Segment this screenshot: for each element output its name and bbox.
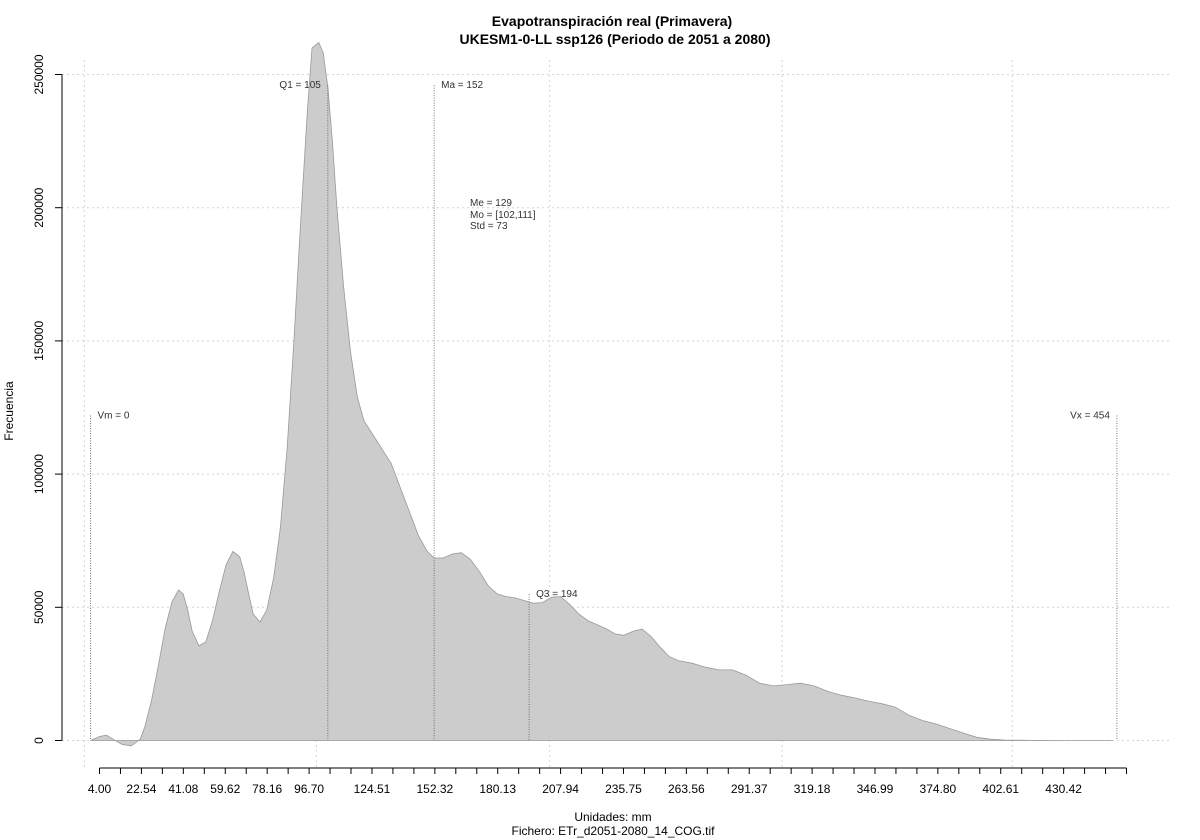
x-tick-label: 402.61 (982, 782, 1019, 796)
x-tick-label: 22.54 (126, 782, 156, 796)
x-tick-label: 180.13 (479, 782, 516, 796)
stat-line-label: Ma = 152 (441, 80, 483, 91)
x-tick-label: 96.70 (294, 782, 324, 796)
stat-lines: Vm = 0 Q1 = 105 Ma = 152 Q3 = 194 Vx = 454 (90, 80, 1118, 741)
y-axis-label: Frecuencia (2, 381, 16, 441)
x-tick-label: 319.18 (794, 782, 831, 796)
x-tick-label: 41.08 (168, 782, 198, 796)
stat-line-label: Q1 = 105 (279, 80, 321, 91)
y-tick-label: 250000 (32, 54, 46, 94)
stat-median: Me = 129 (470, 198, 512, 209)
stat-line-label: Vm = 0 (97, 410, 129, 421)
x-tick-label: 263.56 (668, 782, 705, 796)
y-tick-label: 200000 (32, 187, 46, 227)
density-area (90, 41, 1113, 747)
chart-subtitle: UKESM1-0-LL ssp126 (Periodo de 2051 a 20… (460, 31, 771, 47)
x-tick-label: 59.62 (210, 782, 240, 796)
x-tick-label: 430.42 (1045, 782, 1082, 796)
x-axis-label: Unidades: mm (574, 810, 651, 824)
chart-text: Evapotranspiración real (Primavera) UKES… (2, 13, 770, 838)
density-fill (90, 41, 1113, 747)
y-tick-label: 50000 (32, 590, 46, 624)
axes: 0 50000 100000 150000 200000 250000 4.00 22.54 4… (32, 54, 1127, 796)
footer-filename: Fichero: ETr_d2051-2080_14_COG.tif (512, 824, 716, 838)
y-tick-label: 0 (32, 737, 46, 744)
x-tick-label: 78.16 (252, 782, 282, 796)
x-tick-label: 207.94 (542, 782, 579, 796)
y-tick-label: 100000 (32, 454, 46, 494)
x-tick-label: 235.75 (605, 782, 642, 796)
stat-std: Std = 73 (470, 221, 508, 232)
x-tick-label: 4.00 (88, 782, 112, 796)
chart-title: Evapotranspiración real (Primavera) (492, 13, 732, 29)
x-tick-label: 152.32 (416, 782, 453, 796)
stat-line-label: Q3 = 194 (536, 589, 578, 600)
stat-mode: Mo = [102,111] (470, 210, 536, 221)
stat-line-label: Vx = 454 (1070, 410, 1110, 421)
x-tick-label: 291.37 (731, 782, 768, 796)
x-tick-label: 124.51 (354, 782, 391, 796)
y-tick-label: 150000 (32, 321, 46, 361)
x-tick-label: 346.99 (857, 782, 894, 796)
x-tick-label: 374.80 (920, 782, 957, 796)
